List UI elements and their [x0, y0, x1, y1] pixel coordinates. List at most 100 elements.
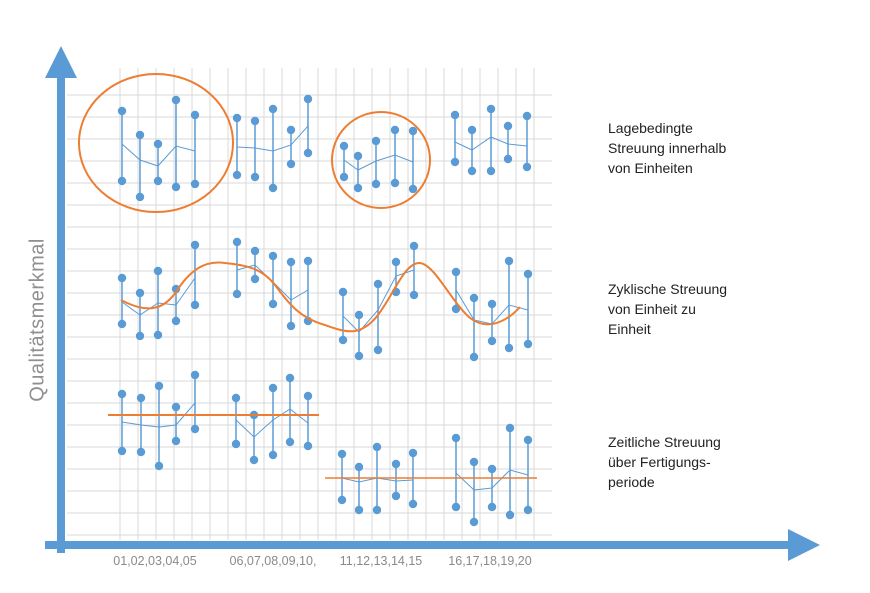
max-point: [268, 104, 278, 114]
min-point: [117, 319, 127, 329]
max-point: [303, 94, 313, 104]
min-point: [337, 495, 347, 505]
min-point: [232, 170, 242, 180]
max-point: [353, 151, 363, 161]
description-positional: Lagebedingte Streuung innerhalb von Einh…: [608, 118, 726, 178]
min-point: [303, 441, 313, 451]
min-point: [154, 461, 164, 471]
description-line: Lagebedingte: [608, 120, 693, 136]
x-label-group-1: 01,02,03,04,05: [113, 554, 197, 568]
min-point: [153, 176, 163, 186]
y-axis-label: Qualitätsmerkmal: [26, 238, 49, 402]
min-point: [487, 336, 497, 346]
min-point: [486, 166, 496, 176]
min-point: [250, 274, 260, 284]
max-point: [250, 246, 260, 256]
min-point: [371, 179, 381, 189]
measurement-rows: [117, 94, 533, 527]
max-point: [504, 256, 514, 266]
min-point: [190, 179, 200, 189]
min-point: [373, 345, 383, 355]
max-point: [469, 293, 479, 303]
max-point: [487, 464, 497, 474]
max-point: [338, 287, 348, 297]
max-point: [372, 442, 382, 452]
min-point: [171, 182, 181, 192]
description-line: von Einheit zu: [608, 301, 696, 317]
min-point: [469, 517, 479, 527]
max-point: [391, 257, 401, 267]
max-point: [286, 257, 296, 267]
max-point: [408, 126, 418, 136]
max-point: [153, 266, 163, 276]
ellipse-highlight: [331, 111, 431, 209]
max-point: [268, 251, 278, 261]
description-line: Zeitliche Streuung: [608, 434, 721, 450]
min-point: [522, 162, 532, 172]
max-point: [232, 113, 242, 123]
min-point: [171, 436, 181, 446]
min-point: [372, 505, 382, 515]
min-point: [268, 450, 278, 460]
min-point: [354, 505, 364, 515]
min-point: [153, 330, 163, 340]
max-point: [523, 269, 533, 279]
min-point: [390, 178, 400, 188]
min-point: [450, 157, 460, 167]
max-point: [268, 383, 278, 393]
min-point: [190, 300, 200, 310]
max-point: [136, 393, 146, 403]
max-point: [135, 130, 145, 140]
min-point: [504, 343, 514, 353]
max-point: [450, 110, 460, 120]
max-point: [303, 256, 313, 266]
min-point: [339, 172, 349, 182]
min-point: [408, 499, 418, 509]
min-point: [303, 148, 313, 158]
min-point: [505, 510, 515, 520]
max-point: [409, 241, 419, 251]
description-line: Zyklische Streuung: [608, 281, 728, 297]
cyclic-curve: [120, 261, 521, 333]
max-point: [190, 240, 200, 250]
max-point: [451, 267, 461, 277]
min-point: [136, 447, 146, 457]
min-point: [286, 159, 296, 169]
highlight-overlays: [78, 73, 537, 479]
description-cyclic: Zyklische Streuung von Einheit zu Einhei…: [608, 279, 727, 339]
max-point: [486, 104, 496, 114]
max-point: [451, 433, 461, 443]
max-point: [117, 389, 127, 399]
min-point: [451, 502, 461, 512]
min-point: [467, 166, 477, 176]
min-point: [469, 352, 479, 362]
max-point: [153, 139, 163, 149]
max-point: [505, 423, 515, 433]
min-point: [135, 192, 145, 202]
min-point: [286, 321, 296, 331]
max-point: [135, 288, 145, 298]
max-point: [171, 402, 181, 412]
min-point: [135, 331, 145, 341]
max-point: [190, 110, 200, 120]
min-point: [231, 439, 241, 449]
max-point: [354, 310, 364, 320]
min-point: [523, 339, 533, 349]
min-point: [232, 289, 242, 299]
min-point: [523, 505, 533, 515]
description-line: von Einheiten: [608, 160, 693, 176]
min-point: [487, 502, 497, 512]
max-point: [250, 116, 260, 126]
grid: [67, 68, 552, 540]
max-point: [373, 279, 383, 289]
max-point: [117, 106, 127, 116]
min-point: [409, 290, 419, 300]
max-point: [467, 125, 477, 135]
max-point: [171, 95, 181, 105]
max-point: [285, 373, 295, 383]
min-point: [391, 491, 401, 501]
max-point: [523, 435, 533, 445]
min-point: [117, 446, 127, 456]
max-point: [503, 121, 513, 131]
